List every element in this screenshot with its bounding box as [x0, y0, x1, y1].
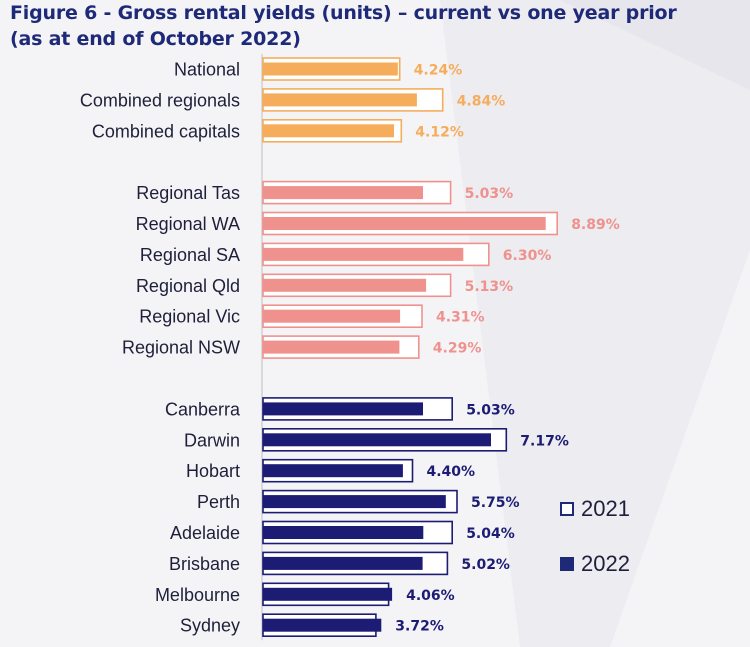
category-label-regional-wa: Regional WA — [136, 214, 240, 234]
category-label-adelaide: Adelaide — [170, 523, 240, 543]
category-label-regional-vic: Regional Vic — [139, 307, 240, 327]
bar-2022-combined-capitals — [263, 124, 394, 138]
bar-2022-regional-vic — [263, 309, 401, 323]
category-label-canberra: Canberra — [165, 399, 241, 419]
bar-2022-melbourne — [263, 587, 393, 601]
bar-2022-combined-regionals — [263, 93, 417, 107]
value-label-combined-regionals: 4.84% — [457, 93, 506, 109]
legend-item-2022: 2022 — [560, 551, 630, 577]
bar-2022-regional-tas — [263, 186, 423, 200]
legend-item-2021: 2021 — [560, 496, 630, 522]
bar-2022-brisbane — [263, 556, 423, 570]
category-label-combined-capitals: Combined capitals — [92, 121, 240, 141]
bar-2022-regional-qld — [263, 278, 427, 292]
value-label-perth: 5.75% — [471, 495, 520, 511]
bar-2022-regional-nsw — [263, 340, 400, 354]
category-label-perth: Perth — [197, 492, 240, 512]
legend-swatch-2022 — [560, 557, 574, 571]
value-label-canberra: 5.03% — [466, 402, 515, 418]
bar-2022-regional-sa — [263, 247, 464, 261]
category-label-regional-sa: Regional SA — [140, 245, 240, 265]
value-label-regional-vic: 4.31% — [436, 310, 485, 326]
category-label-regional-nsw: Regional NSW — [122, 338, 240, 358]
legend-swatch-2021 — [560, 502, 574, 516]
bar-2022-darwin — [263, 433, 491, 447]
value-label-combined-capitals: 4.12% — [415, 124, 464, 140]
category-label-brisbane: Brisbane — [169, 554, 240, 574]
bar-2022-hobart — [263, 464, 403, 478]
value-label-regional-nsw: 4.29% — [433, 341, 482, 357]
value-label-regional-qld: 5.13% — [465, 279, 514, 295]
category-label-combined-regionals: Combined regionals — [80, 90, 240, 110]
legend-label-2022: 2022 — [581, 551, 630, 576]
value-label-regional-tas: 5.03% — [465, 186, 514, 202]
legend-label-2021: 2021 — [581, 496, 630, 521]
category-label-regional-tas: Regional Tas — [136, 183, 240, 203]
value-label-regional-wa: 8.89% — [571, 217, 620, 233]
bar-2022-national — [263, 62, 398, 76]
value-label-regional-sa: 6.30% — [503, 248, 552, 264]
bar-2022-perth — [263, 495, 446, 509]
category-label-national: National — [174, 60, 240, 80]
category-label-hobart: Hobart — [186, 461, 240, 481]
category-label-regional-qld: Regional Qld — [136, 276, 240, 296]
category-label-melbourne: Melbourne — [155, 585, 240, 605]
bar-2022-regional-wa — [263, 217, 546, 230]
value-label-brisbane: 5.02% — [461, 557, 510, 573]
value-label-adelaide: 5.04% — [466, 526, 515, 542]
value-label-national: 4.24% — [414, 63, 463, 79]
bar-2022-canberra — [263, 402, 423, 416]
bar-2022-sydney — [263, 618, 382, 632]
category-label-darwin: Darwin — [184, 430, 240, 450]
value-label-melbourne: 4.06% — [406, 588, 455, 604]
value-label-sydney: 3.72% — [395, 619, 444, 635]
value-label-hobart: 4.40% — [427, 464, 476, 480]
chart-title: Figure 6 - Gross rental yields (units) –… — [10, 2, 677, 50]
value-label-darwin: 7.17% — [520, 433, 569, 449]
bar-2022-adelaide — [263, 526, 424, 539]
category-label-sydney: Sydney — [180, 616, 240, 636]
